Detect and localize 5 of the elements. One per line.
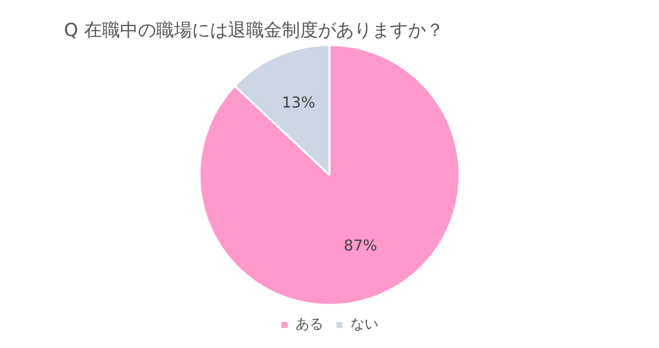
- data-label: 87%: [344, 236, 378, 254]
- data-label: 13%: [282, 93, 316, 112]
- legend-label: ない: [350, 316, 378, 333]
- chart-title: Q 在職中の職場には退職金制度がありますか？: [64, 19, 444, 42]
- legend-label: ある: [296, 316, 324, 333]
